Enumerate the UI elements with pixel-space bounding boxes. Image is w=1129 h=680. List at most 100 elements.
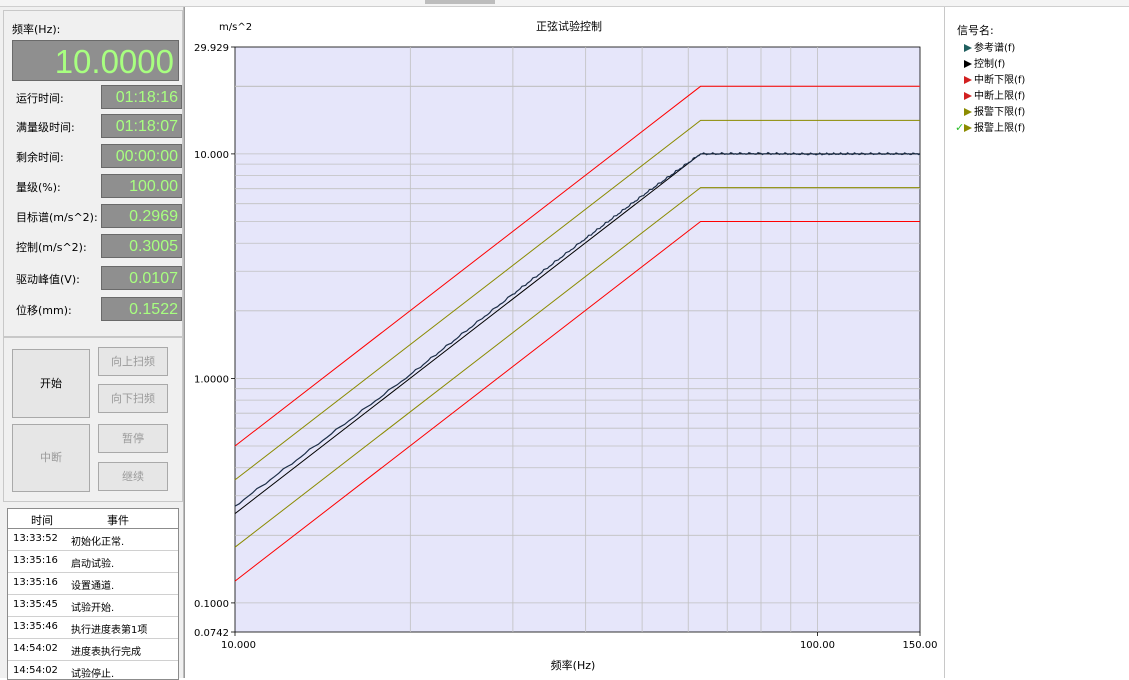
param-label: 运行时间: [16, 92, 64, 105]
log-row: 13:35:46 执行进度表第1项 [8, 617, 178, 639]
y-axis-unit-label: m/s^2 [219, 22, 252, 33]
legend-title: 信号名: [957, 24, 994, 37]
log-col-time: 时间 [31, 514, 53, 527]
log-event: 初始化正常. [71, 537, 125, 548]
log-event: 启动试验. [71, 559, 115, 570]
legend-item-abort-high[interactable]: 中断上限(f) [955, 87, 1025, 102]
grid-lines [235, 47, 920, 632]
log-time: 13:35:16 [13, 555, 58, 566]
param-label: 位移(mm): [16, 304, 72, 317]
pause-button[interactable]: 暂停 [98, 424, 168, 453]
param-label: 控制(m/s^2): [16, 241, 87, 254]
y-tick-labels: 29.929 10.000 1.0000 0.1000 0.0742 [194, 43, 235, 639]
param-row-displacement: 位移(mm): 0.1522 [12, 297, 182, 321]
legend-item-reference[interactable]: 参考谱(f) [955, 39, 1015, 54]
frequency-label: 频率(Hz): [12, 23, 61, 36]
log-event: 试验停止. [71, 669, 115, 680]
param-row-target: 目标谱(m/s^2): 0.2969 [12, 204, 182, 228]
param-label: 剩余时间: [16, 151, 64, 164]
checkmark-icon: ✓ [955, 121, 965, 134]
param-row-control: 控制(m/s^2): 0.3005 [12, 234, 182, 258]
y-tick-label: 0.1000 [194, 599, 229, 610]
x-tick-label: 100.00 [800, 640, 835, 651]
sweep-up-button[interactable]: 向上扫频 [98, 347, 168, 376]
y-tick-label: 1.0000 [194, 374, 229, 385]
param-row-drive-peak: 驱动峰值(V): 0.0107 [12, 266, 182, 290]
log-row: 13:35:16 启动试验. [8, 551, 178, 573]
log-col-event: 事件 [107, 514, 129, 527]
param-row-run-time: 运行时间: 01:18:16 [12, 85, 182, 109]
legend-label: 中断下限(f) [974, 75, 1026, 86]
legend-item-control[interactable]: 控制(f) [955, 55, 1005, 70]
log-time: 13:35:46 [13, 621, 58, 632]
series-line-4 [234, 187, 920, 548]
x-tick-label: 10.000 [221, 640, 256, 651]
log-event: 进度表执行完成 [71, 647, 141, 658]
log-row: 13:35:45 试验开始. [8, 595, 178, 617]
triangle-icon [964, 124, 972, 132]
param-value: 01:18:16 [101, 85, 182, 109]
log-row: 13:33:52 初始化正常. [8, 529, 178, 551]
legend-item-alarm-high[interactable]: ✓ 报警上限(f) [955, 119, 1025, 134]
continue-button[interactable]: 继续 [98, 462, 168, 491]
log-time: 13:33:52 [13, 533, 58, 544]
series-line-3 [234, 85, 920, 447]
triangle-icon [964, 76, 972, 84]
param-row-full-level-time: 满量级时间: 01:18:07 [12, 114, 182, 138]
sweep-down-button[interactable]: 向下扫频 [98, 384, 168, 413]
legend-item-alarm-low[interactable]: 报警下限(f) [955, 103, 1025, 118]
top-tab-indicator [425, 0, 495, 4]
legend-label: 中断上限(f) [974, 91, 1026, 102]
log-event: 试验开始. [71, 603, 115, 614]
y-tick-label: 29.929 [194, 43, 229, 54]
param-value: 0.1522 [101, 297, 182, 321]
left-panel: 频率(Hz): 10.0000 运行时间: 01:18:16 满量级时间: 01… [0, 7, 184, 680]
series-line-1 [234, 151, 921, 507]
log-time: 14:54:02 [13, 643, 58, 654]
series-line-2 [234, 221, 920, 582]
control-buttons-panel: 开始 中断 向上扫频 向下扫频 暂停 继续 [3, 337, 183, 502]
chart-title: 正弦试验控制 [536, 19, 602, 33]
series-line-5 [234, 119, 920, 481]
start-button[interactable]: 开始 [12, 349, 90, 418]
legend-label: 控制(f) [974, 59, 1006, 70]
param-row-remaining-time: 剩余时间: 00:00:00 [12, 144, 182, 168]
triangle-icon [964, 60, 972, 68]
log-row: 14:54:02 试验停止. [8, 661, 178, 680]
event-log[interactable]: 时间 事件 13:33:52 初始化正常. 13:35:16 启动试验. 13:35… [7, 508, 179, 680]
legend-label: 参考谱(f) [974, 43, 1016, 54]
y-tick-label: 10.000 [194, 150, 229, 161]
frequency-value: 10.0000 [12, 40, 179, 81]
x-tick-label: 150.00 [903, 640, 938, 651]
param-label: 满量级时间: [16, 121, 75, 134]
top-strip [0, 0, 1129, 7]
log-time: 13:35:45 [13, 599, 58, 610]
log-event: 执行进度表第1项 [71, 625, 148, 636]
legend-item-abort-low[interactable]: 中断下限(f) [955, 71, 1025, 86]
chart-svg: m/s^2 正弦试验控制 29.929 10.000 1.0000 0.1000 0.0… [194, 19, 938, 672]
triangle-icon [964, 92, 972, 100]
plot-area[interactable] [234, 46, 921, 633]
log-row: 14:54:02 进度表执行完成 [8, 639, 178, 661]
param-value: 100.00 [101, 174, 182, 198]
parameter-panel: 频率(Hz): 10.0000 运行时间: 01:18:16 满量级时间: 01… [3, 10, 183, 337]
event-log-header: 时间 事件 [8, 509, 178, 529]
y-tick-label: 0.0742 [194, 628, 229, 639]
log-time: 14:54:02 [13, 665, 58, 676]
param-row-level: 量级(%): 100.00 [12, 174, 182, 198]
log-event: 设置通道. [71, 581, 115, 592]
log-row: 13:35:16 设置通道. [8, 573, 178, 595]
param-label: 驱动峰值(V): [16, 273, 80, 286]
param-value: 0.0107 [101, 266, 182, 290]
sine-control-chart[interactable]: m/s^2 正弦试验控制 29.929 10.000 1.0000 0.1000 0.0… [184, 7, 939, 678]
param-value: 0.2969 [101, 204, 182, 228]
log-time: 13:35:16 [13, 577, 58, 588]
param-value: 00:00:00 [101, 144, 182, 168]
triangle-icon [964, 44, 972, 52]
param-label: 目标谱(m/s^2): [16, 211, 98, 224]
legend-label: 报警下限(f) [974, 107, 1026, 118]
stop-button[interactable]: 中断 [12, 424, 90, 492]
legend-panel: 信号名: 参考谱(f) 控制(f) 中断下限(f) 中断上限(f) 报警下限(f… [944, 7, 1129, 678]
series-lines [234, 85, 921, 582]
triangle-icon [964, 108, 972, 116]
